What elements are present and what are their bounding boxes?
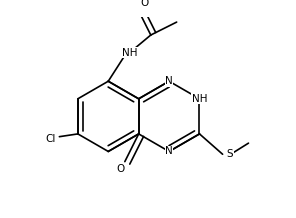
Text: Cl: Cl: [45, 134, 55, 143]
Text: O: O: [140, 0, 148, 8]
Text: S: S: [227, 149, 233, 159]
Text: N: N: [165, 146, 173, 157]
Text: NH: NH: [122, 48, 137, 58]
Text: O: O: [116, 164, 124, 174]
Text: N: N: [165, 76, 173, 86]
Text: NH: NH: [192, 94, 207, 104]
